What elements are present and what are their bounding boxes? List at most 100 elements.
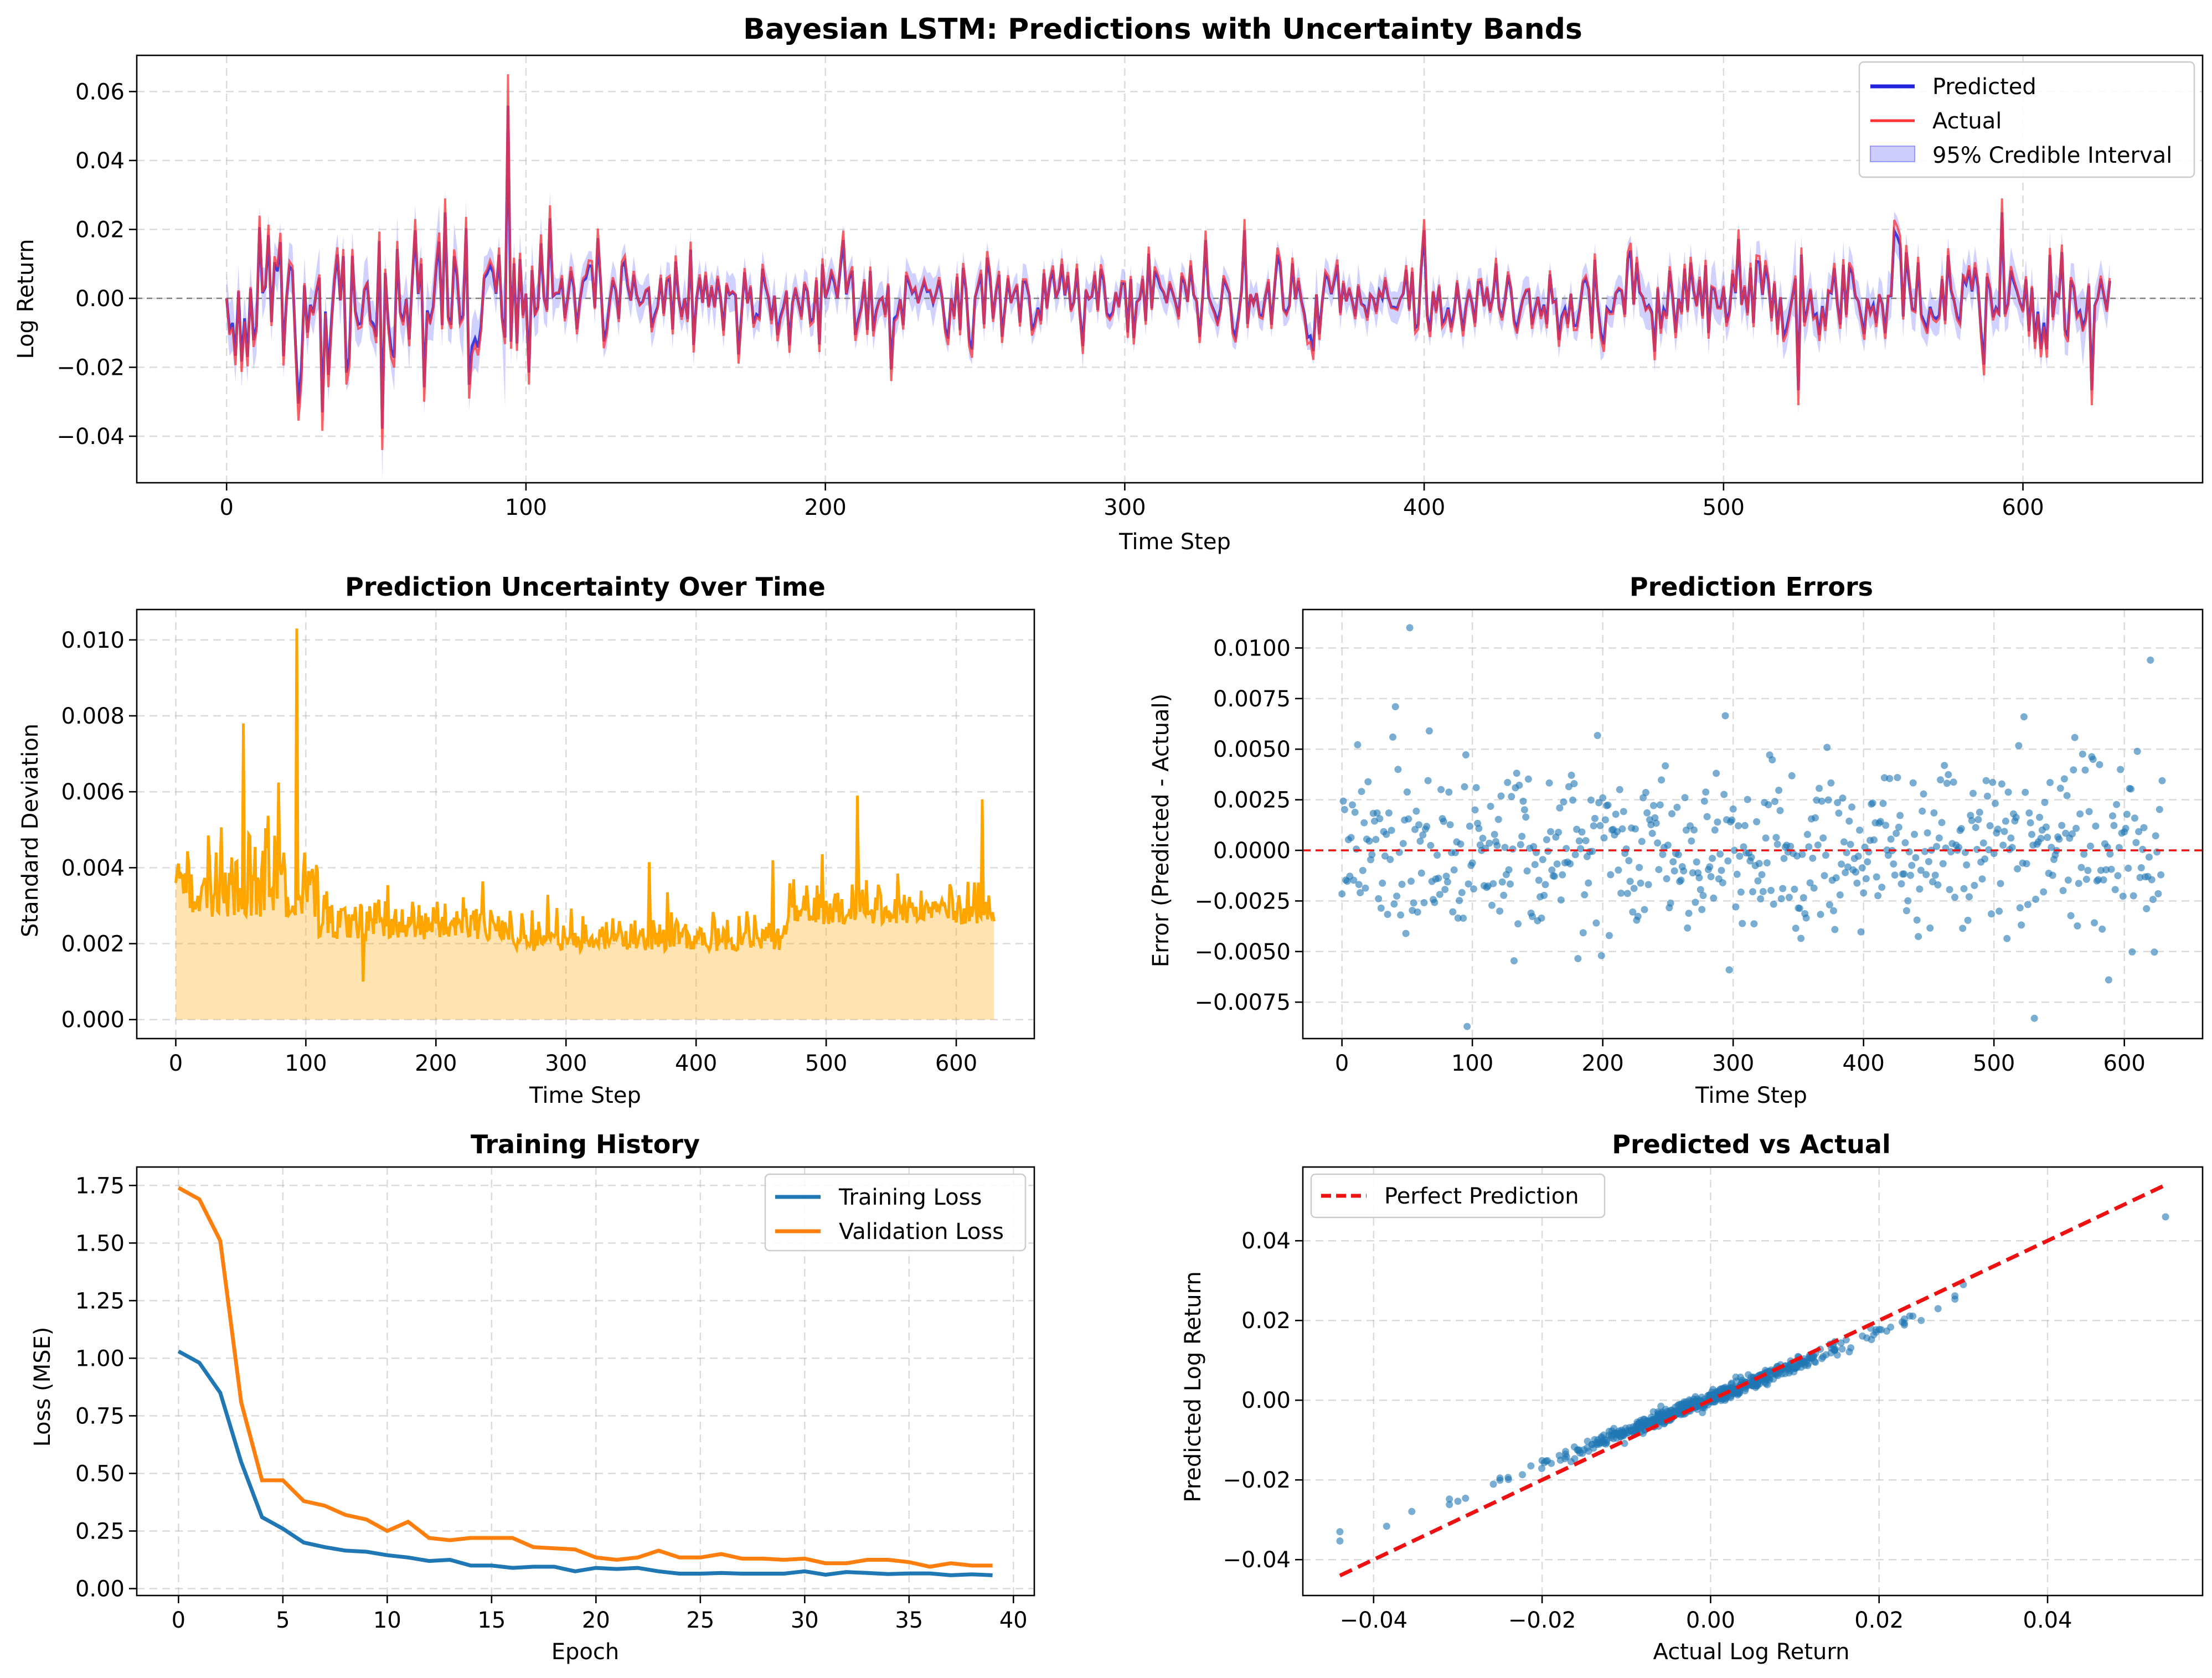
figure-title: Bayesian LSTM: Predictions with Uncertai… xyxy=(743,13,1582,46)
error-point xyxy=(1368,851,1376,859)
pred-vs-actual-point xyxy=(1562,1448,1569,1455)
pred-vs-actual-point xyxy=(1830,1346,1838,1354)
error-point xyxy=(2149,896,2157,903)
x-tick-label: 500 xyxy=(1703,495,1745,520)
error-point xyxy=(1930,809,1938,817)
error-point xyxy=(1347,834,1355,841)
error-point xyxy=(1912,854,1920,861)
error-point xyxy=(1964,916,1972,924)
x-tick-label: 10 xyxy=(373,1608,401,1633)
error-point xyxy=(1921,848,1929,855)
error-point xyxy=(1900,870,1908,878)
error-point xyxy=(1902,907,1910,915)
error-point xyxy=(1765,801,1772,809)
error-point xyxy=(1770,900,1777,908)
error-point xyxy=(1650,802,1657,809)
pred-vs-actual-point xyxy=(1446,1495,1453,1503)
error-point xyxy=(1857,928,1865,936)
error-point xyxy=(1775,787,1783,794)
y-tick-label: 0.25 xyxy=(75,1519,125,1544)
error-point xyxy=(1399,840,1407,848)
error-point xyxy=(1501,844,1509,851)
error-point xyxy=(1607,871,1615,879)
error-point xyxy=(1976,808,1983,816)
error-point xyxy=(1692,899,1699,906)
error-point xyxy=(1360,819,1368,827)
error-point xyxy=(1702,788,1710,796)
error-point xyxy=(1595,799,1603,807)
error-point xyxy=(1929,878,1936,886)
pred-vs-actual-point xyxy=(1762,1376,1770,1384)
error-point xyxy=(2113,801,2121,808)
error-point xyxy=(1359,866,1367,874)
error-point xyxy=(1720,791,1728,798)
error-point xyxy=(1791,885,1798,893)
error-point xyxy=(2111,886,2119,894)
error-point xyxy=(1388,827,1395,834)
error-point xyxy=(2105,976,2112,984)
error-point xyxy=(1879,799,1887,807)
error-point xyxy=(1518,833,1526,840)
error-point xyxy=(2040,888,2048,896)
error-point xyxy=(1785,894,1793,901)
y-tick-label: 0.00 xyxy=(1241,1388,1291,1413)
error-point xyxy=(1762,834,1770,842)
x-tick-label: 100 xyxy=(505,495,547,520)
error-point xyxy=(1901,839,1909,846)
error-point xyxy=(1913,916,1921,924)
error-point xyxy=(1989,778,1997,786)
error-point xyxy=(2107,865,2115,873)
x-tick-label: 200 xyxy=(1581,1051,1623,1076)
legend-label: Training Loss xyxy=(838,1185,982,1210)
error-point xyxy=(2115,844,2123,851)
error-point xyxy=(2081,766,2089,774)
y-tick-label: 0.0050 xyxy=(1213,737,1291,762)
error-point xyxy=(1555,828,1563,836)
error-point xyxy=(1724,857,1732,865)
error-point xyxy=(2064,876,2072,884)
error-point xyxy=(1933,843,1941,850)
y-tick-label: 0.75 xyxy=(75,1403,125,1429)
error-point xyxy=(2097,866,2105,874)
error-point xyxy=(1669,858,1677,866)
error-point xyxy=(1488,901,1496,909)
legend-box xyxy=(764,1173,1027,1252)
pred-vs-actual-point xyxy=(1336,1528,1344,1536)
error-point xyxy=(2069,830,2076,838)
error-point xyxy=(2012,814,2020,822)
error-point xyxy=(1926,924,1934,932)
y-tick-label: 0.00 xyxy=(75,1577,125,1602)
error-point xyxy=(1943,779,1951,787)
x-tick-label: 600 xyxy=(2103,1051,2146,1076)
error-point xyxy=(1767,886,1775,894)
error-point xyxy=(2041,798,2049,806)
error-point xyxy=(2072,824,2080,832)
pred-vs-actual-point xyxy=(1680,1401,1688,1408)
error-point xyxy=(1636,864,1643,871)
error-point xyxy=(1969,789,1977,797)
error-point xyxy=(1417,869,1425,877)
error-point xyxy=(1816,784,1823,792)
y-tick-label: 1.25 xyxy=(75,1288,125,1314)
error-point xyxy=(1634,912,1642,920)
error-point xyxy=(1802,914,1810,922)
error-point xyxy=(1365,837,1373,845)
error-point xyxy=(2070,766,2077,774)
error-point xyxy=(1338,890,1346,898)
error-point xyxy=(1861,843,1869,851)
error-point xyxy=(1355,881,1363,889)
error-point xyxy=(1450,866,1458,874)
error-point xyxy=(1796,905,1803,912)
error-point xyxy=(1835,809,1843,817)
error-point xyxy=(2082,875,2090,883)
error-point xyxy=(1539,856,1546,864)
error-point xyxy=(1508,793,1515,801)
error-point xyxy=(1999,841,2007,849)
y-tick-label: 0.00 xyxy=(75,286,125,312)
y-tick-label: 0.02 xyxy=(1241,1308,1291,1334)
error-point xyxy=(2137,864,2145,871)
error-point xyxy=(1777,895,1785,902)
error-point xyxy=(1462,751,1469,758)
error-point xyxy=(1797,934,1805,942)
